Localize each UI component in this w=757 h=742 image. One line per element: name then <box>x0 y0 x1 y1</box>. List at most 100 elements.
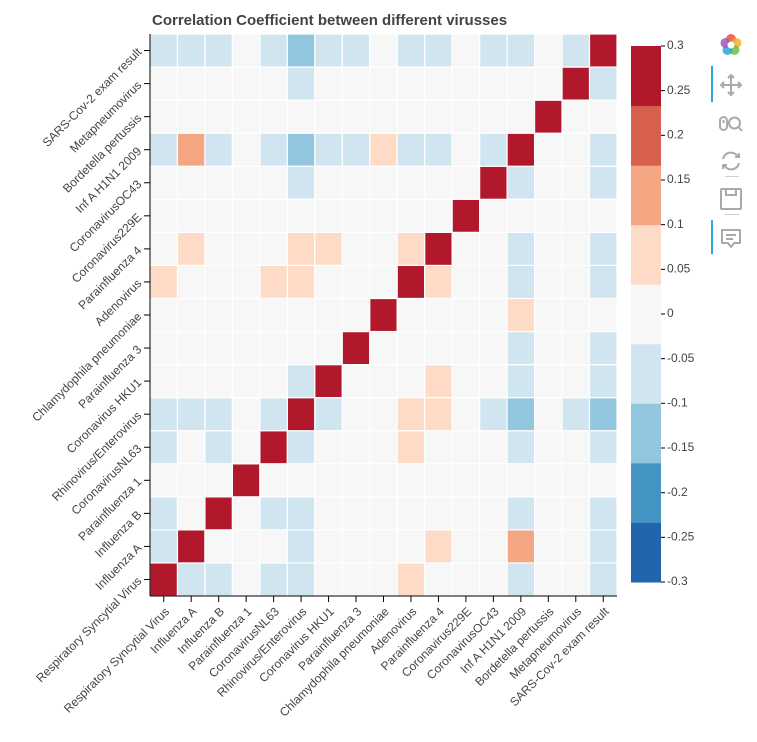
heatmap-cell[interactable] <box>561 33 591 68</box>
heatmap-cell[interactable] <box>396 397 426 432</box>
heatmap-cell[interactable] <box>286 330 316 366</box>
heatmap-cell[interactable] <box>396 99 426 134</box>
pan-icon[interactable] <box>708 70 754 100</box>
heatmap-cell[interactable] <box>314 198 343 233</box>
heatmap-cell[interactable] <box>231 231 261 267</box>
heatmap-cell[interactable] <box>533 165 563 200</box>
heatmap-cell[interactable] <box>369 463 398 498</box>
heatmap-cell[interactable] <box>561 397 591 432</box>
heatmap-cell[interactable] <box>286 397 316 432</box>
heatmap-cell[interactable] <box>396 264 426 300</box>
heatmap-cell[interactable] <box>314 264 343 300</box>
heatmap-cell[interactable] <box>231 529 261 564</box>
heatmap-cell[interactable] <box>231 430 261 465</box>
heatmap-cell[interactable] <box>588 529 618 564</box>
heatmap-cell[interactable] <box>506 562 536 597</box>
heatmap-cell[interactable] <box>506 430 536 465</box>
heatmap-cell[interactable] <box>561 297 591 333</box>
heatmap-cell[interactable] <box>176 33 206 68</box>
heatmap-cell[interactable] <box>286 231 316 267</box>
heatmap-cell[interactable] <box>533 132 563 167</box>
heatmap-cell[interactable] <box>424 430 453 465</box>
heatmap-cell[interactable] <box>424 231 453 267</box>
heatmap-cell[interactable] <box>286 66 316 101</box>
heatmap-cell[interactable] <box>369 231 398 267</box>
heatmap-cell[interactable] <box>314 430 343 465</box>
heatmap-cell[interactable] <box>424 529 453 564</box>
heatmap-cell[interactable] <box>451 363 481 399</box>
heatmap-cell[interactable] <box>451 66 481 101</box>
heatmap-cell[interactable] <box>231 33 261 68</box>
heatmap-cell[interactable] <box>231 198 261 233</box>
heatmap-cell[interactable] <box>149 99 179 134</box>
heatmap-cell[interactable] <box>259 330 288 366</box>
heatmap-cell[interactable] <box>341 198 371 233</box>
heatmap-cell[interactable] <box>479 132 508 167</box>
heatmap-cell[interactable] <box>369 99 398 134</box>
heatmap-cell[interactable] <box>204 99 234 134</box>
heatmap-cell[interactable] <box>259 430 288 465</box>
heatmap-cell[interactable] <box>506 529 536 564</box>
heatmap-cell[interactable] <box>588 231 618 267</box>
heatmap-cell[interactable] <box>479 397 508 432</box>
heatmap-cell[interactable] <box>204 132 234 167</box>
heatmap-cell[interactable] <box>506 363 536 399</box>
heatmap-cell[interactable] <box>533 297 563 333</box>
heatmap-cell[interactable] <box>561 165 591 200</box>
heatmap-cell[interactable] <box>204 496 234 531</box>
heatmap-cell[interactable] <box>396 297 426 333</box>
heatmap-cell[interactable] <box>286 363 316 399</box>
heatmap-cell[interactable] <box>451 198 481 233</box>
heatmap-cell[interactable] <box>286 165 316 200</box>
heatmap-cell[interactable] <box>231 264 261 300</box>
heatmap-cell[interactable] <box>231 330 261 366</box>
heatmap-cell[interactable] <box>369 496 398 531</box>
heatmap-cell[interactable] <box>588 496 618 531</box>
heatmap-cell[interactable] <box>259 66 288 101</box>
wheel-zoom-icon[interactable] <box>708 110 754 140</box>
heatmap-cell[interactable] <box>533 66 563 101</box>
heatmap-cell[interactable] <box>314 99 343 134</box>
heatmap-cell[interactable] <box>561 66 591 101</box>
heatmap-cell[interactable] <box>286 33 316 68</box>
heatmap-cell[interactable] <box>231 496 261 531</box>
heatmap-cell[interactable] <box>341 99 371 134</box>
heatmap-cell[interactable] <box>424 198 453 233</box>
heatmap-cell[interactable] <box>204 463 234 498</box>
heatmap-cell[interactable] <box>176 529 206 564</box>
heatmap-cell[interactable] <box>204 165 234 200</box>
heatmap-cell[interactable] <box>176 165 206 200</box>
heatmap-cell[interactable] <box>396 198 426 233</box>
heatmap-cell[interactable] <box>561 132 591 167</box>
heatmap-cell[interactable] <box>176 363 206 399</box>
heatmap-cell[interactable] <box>533 496 563 531</box>
heatmap-cell[interactable] <box>396 132 426 167</box>
heatmap-cell[interactable] <box>533 264 563 300</box>
heatmap-cell[interactable] <box>341 363 371 399</box>
heatmap-cell[interactable] <box>204 430 234 465</box>
heatmap-cell[interactable] <box>506 330 536 366</box>
heatmap-cell[interactable] <box>259 397 288 432</box>
heatmap-cell[interactable] <box>341 264 371 300</box>
heatmap-cell[interactable] <box>561 231 591 267</box>
heatmap-cell[interactable] <box>149 496 179 531</box>
heatmap-cell[interactable] <box>588 66 618 101</box>
heatmap-cell[interactable] <box>424 33 453 68</box>
heatmap-cell[interactable] <box>341 496 371 531</box>
heatmap-cell[interactable] <box>479 330 508 366</box>
heatmap-cell[interactable] <box>369 430 398 465</box>
heatmap-cell[interactable] <box>424 363 453 399</box>
heatmap-cell[interactable] <box>204 297 234 333</box>
heatmap-cell[interactable] <box>533 231 563 267</box>
heatmap-cell[interactable] <box>588 264 618 300</box>
heatmap-cell[interactable] <box>176 496 206 531</box>
heatmap-cell[interactable] <box>396 165 426 200</box>
heatmap-cell[interactable] <box>451 165 481 200</box>
heatmap-cell[interactable] <box>479 463 508 498</box>
heatmap-cell[interactable] <box>149 198 179 233</box>
heatmap-cell[interactable] <box>149 66 179 101</box>
heatmap-cell[interactable] <box>341 297 371 333</box>
heatmap-cell[interactable] <box>479 231 508 267</box>
heatmap-cell[interactable] <box>314 397 343 432</box>
heatmap-cell[interactable] <box>396 363 426 399</box>
